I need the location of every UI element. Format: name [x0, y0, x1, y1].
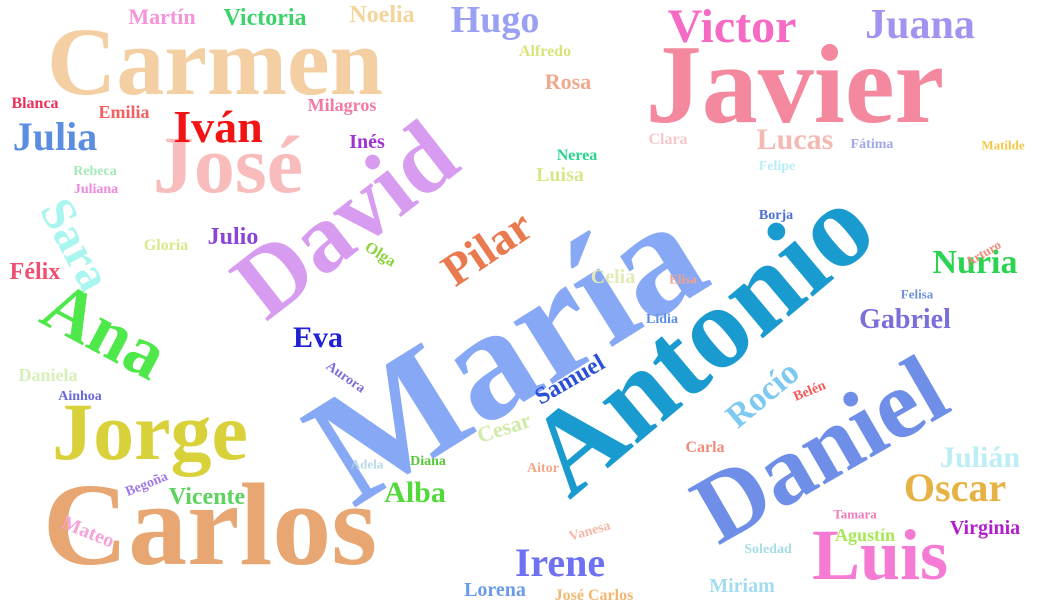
word-jose: José [152, 119, 304, 210]
word-vicente: Vicente [168, 484, 246, 510]
word-rosa: Rosa [544, 69, 592, 94]
word-ainhoa: Ainhoa [58, 389, 102, 404]
word-noelia: Noelia [349, 2, 415, 28]
word-martin: Martín [128, 4, 196, 29]
word-ivan: Iván [173, 101, 263, 152]
word-julian: Julián [939, 441, 1021, 474]
word-aitor: Aitor [527, 461, 559, 476]
word-javier: Javier [645, 23, 945, 147]
word-juliana: Juliana [73, 182, 119, 197]
word-hugo: Hugo [450, 0, 540, 41]
word-clara: Clara [648, 131, 688, 148]
word-alba: Alba [384, 476, 446, 509]
word-diana: Diana [410, 454, 446, 469]
word-miriam: Miriam [709, 575, 775, 597]
word-borja: Borja [758, 208, 794, 223]
word-luis: Luis [811, 515, 949, 595]
word-ines: Inés [349, 131, 385, 153]
word-jose-carlos: José Carlos [554, 587, 634, 604]
word-julia: Julia [12, 114, 98, 159]
word-blanca: Blanca [11, 95, 59, 112]
word-victoria: Victoria [223, 5, 307, 31]
word-carla: Carla [685, 439, 725, 456]
word-felix: Félix [9, 259, 61, 285]
word-daniela: Daniela [18, 365, 78, 385]
word-nuria: Nuria [932, 244, 1018, 281]
word-lucas: Lucas [756, 123, 834, 156]
word-irene: Irene [514, 540, 606, 585]
word-alfredo: Alfredo [518, 43, 572, 60]
word-gloria: Gloria [143, 237, 189, 254]
word-carmen: Carmen [47, 8, 383, 115]
word-elisa: Elisa [669, 271, 697, 287]
word-soledad: Soledad [744, 542, 792, 557]
word-fatima: Fátima [850, 137, 894, 152]
word-felipe: Felipe [758, 159, 796, 174]
word-victor: Victor [667, 0, 797, 53]
word-celia: Celia [590, 266, 636, 288]
word-agustin: Agustín [834, 525, 896, 545]
word-tamara: Tamara [833, 506, 877, 522]
word-lorena: Lorena [464, 579, 526, 601]
word-luisa: Luisa [536, 164, 584, 186]
word-nerea: Nerea [556, 147, 598, 164]
word-matilde: Matilde [981, 137, 1025, 153]
word-lidia: Lidia [646, 312, 678, 327]
word-julio: Julio [207, 224, 259, 250]
word-emilia: Emilia [98, 102, 150, 122]
word-eva: Eva [292, 321, 344, 354]
word-felisa: Felisa [900, 286, 934, 302]
word-jorge: Jorge [52, 386, 248, 477]
word-oscar: Oscar [903, 465, 1007, 510]
word-rebeca: Rebeca [73, 164, 117, 179]
word-juana: Juana [865, 2, 975, 48]
word-milagros: Milagros [307, 95, 377, 115]
word-carlos: Carlos [42, 459, 378, 590]
word-adela: Adela [350, 456, 384, 472]
word-gabriel: Gabriel [859, 304, 951, 335]
word-virginia: Virginia [949, 517, 1021, 539]
